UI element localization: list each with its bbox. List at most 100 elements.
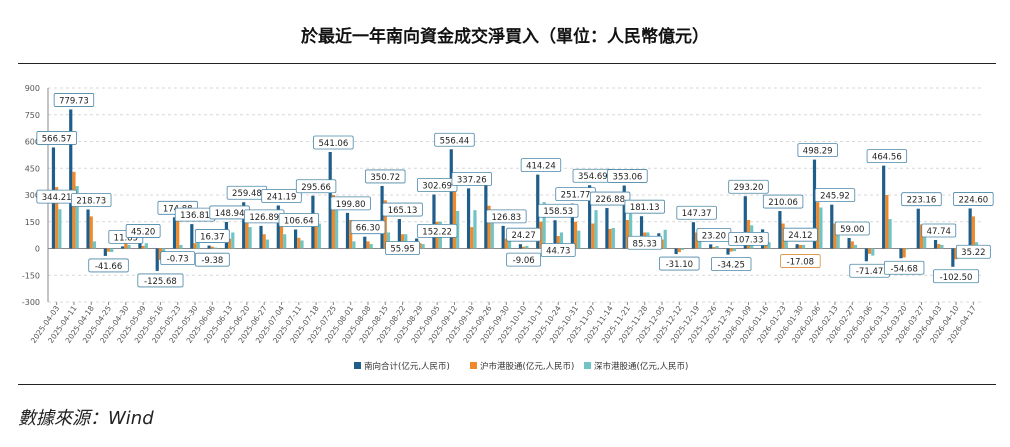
sh-bar [245,221,249,249]
source-note: 數據來源：Wind [18,408,154,429]
data-label: 85.33 [633,239,657,249]
total-bar [933,239,938,249]
total-bar [103,248,107,256]
sh-bar [228,238,232,249]
sz-bar [698,237,702,249]
total-bar [432,194,436,249]
data-label-box [194,229,230,243]
data-label: -102.50 [940,273,973,283]
data-label-box [782,227,818,242]
data-label: 464.56 [872,153,902,163]
total-bar [847,237,851,249]
sh-bar [937,244,941,249]
data-label-box [416,223,458,238]
data-label: 106.64 [284,216,314,226]
data-label: 541.06 [319,139,349,149]
sh-bar [833,223,837,249]
data-label: -34.25 [718,261,745,271]
data-label-box [659,256,700,271]
data-label-box [728,179,769,194]
total-bar [172,217,177,249]
sz-bar [784,236,788,249]
sz-bar [732,248,737,252]
data-label: 337.26 [457,175,487,185]
data-label: 556.44 [440,136,470,146]
sh-bar [816,202,820,249]
total-bar [882,165,886,249]
data-label: -17.08 [787,258,814,268]
sz-bar [490,219,494,249]
sz-bar [317,223,321,249]
data-label: 165.13 [388,206,418,216]
data-label-box [624,199,665,214]
sh-bar [210,246,214,249]
data-label-box [36,131,77,145]
sz-bar [213,247,218,249]
total-bar [397,219,401,249]
sh-bar [55,187,59,249]
data-label: -9.38 [201,256,223,266]
total-bar [605,208,609,249]
total-bar [674,248,678,255]
data-label-box [589,191,631,206]
sz-bar [352,241,356,249]
total-bar [190,224,194,249]
y-tick-label: 150 [25,218,40,227]
sz-bar [663,229,667,249]
sz-bar [179,244,183,249]
sz-bar [611,227,615,249]
sh-bar [279,218,284,249]
sz-bar [231,232,235,249]
data-label-box [762,194,804,209]
data-label: -54.68 [890,264,917,274]
data-label-box [295,179,337,194]
sz-bar [559,232,564,249]
data-label-box [434,132,475,147]
sz-bar [300,240,304,249]
total-bar [259,225,263,249]
sz-bar [542,202,546,249]
top-divider [18,63,996,64]
data-label: -31.10 [666,260,693,270]
data-label: -9.06 [513,256,535,266]
sh-bar [470,227,474,249]
y-tick-label: 0 [35,245,40,254]
total-bar [536,174,540,249]
sh-bar [625,219,630,249]
sz-bar [92,241,97,249]
data-label: 354.69 [578,172,608,182]
data-label: 47.74 [927,227,951,237]
data-label: 566.57 [42,134,72,144]
data-label: 223.16 [907,196,937,206]
total-bar [639,216,644,249]
chart-area: -300-15001503004506007509002025-04-03202… [22,84,994,372]
sh-bar [297,237,301,249]
sh-bar [677,248,681,253]
total-bar [709,244,713,249]
data-label-box [313,135,354,150]
data-label-box [933,269,980,284]
sh-bar [591,223,595,249]
sz-bar [58,209,62,249]
legend-label: 深市港股通(亿元,人民币) [594,361,688,372]
data-label: -0.73 [167,255,189,265]
total-bar [86,209,90,249]
data-label: 126.83 [491,213,521,223]
total-bar [363,236,367,249]
data-label-box [194,252,230,267]
sh-bar [314,221,318,249]
data-label-box [866,149,908,164]
total-bar [242,202,246,249]
sz-bar [421,244,425,249]
data-label: 779.73 [59,96,89,106]
sh-bar [262,234,266,249]
sh-bar [193,243,197,249]
y-tick-label: 600 [25,138,40,147]
data-label-box [160,251,196,266]
data-label-box [385,241,420,255]
data-label: -71.47 [856,267,883,277]
sz-bar [110,248,114,253]
data-label: 295.66 [301,183,331,193]
total-bar [812,159,817,249]
data-label: 23.20 [702,231,726,241]
